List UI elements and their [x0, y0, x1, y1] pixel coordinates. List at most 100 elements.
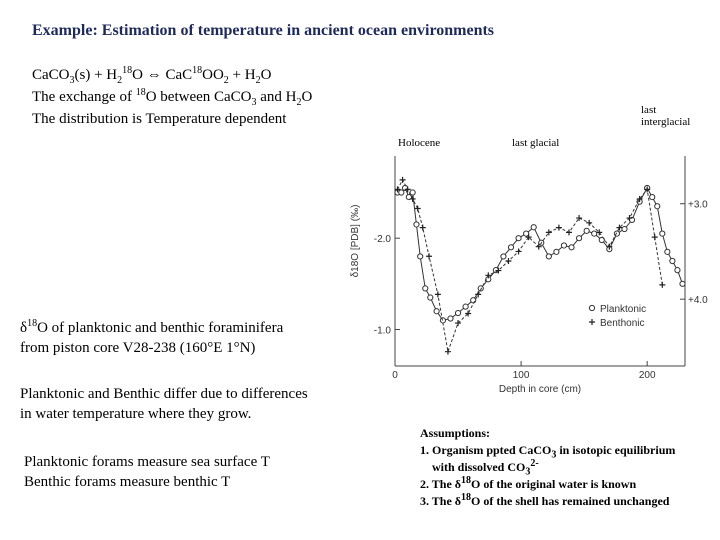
distribution-line: The distribution is Temperature dependen…	[32, 111, 287, 127]
planktonic-point	[669, 257, 676, 265]
planktonic-point	[545, 253, 552, 260]
exchange-part: O between CaCO	[145, 89, 252, 105]
planktonic-point	[523, 230, 530, 237]
legend-benthonic-marker	[589, 319, 595, 325]
assumption-3a: 3. The δ	[420, 494, 462, 508]
right-tick-label: +4.0	[688, 295, 708, 306]
planktonic-point	[462, 303, 469, 310]
forams-line1: Planktonic forams measure sea surface T	[24, 454, 270, 470]
assumption-1b: in isotopic equilibrium	[556, 443, 676, 457]
planktonic-point	[583, 227, 590, 234]
exchange-sup: 18	[135, 87, 146, 98]
planktonic-point	[507, 244, 515, 251]
assumptions-title: Assumptions:	[420, 426, 491, 440]
caption-line2: from piston core V28-238 (160°E 1°N)	[20, 340, 256, 356]
planktonic-point	[470, 297, 477, 304]
benthonic-point	[535, 243, 542, 250]
y-axis-label: δ18O [PDB] (‰)	[350, 205, 361, 278]
benthonic-point	[566, 229, 572, 236]
forams-text: Planktonic forams measure sea surface T …	[24, 452, 270, 492]
assumption-1: 1. Organism ppted CaCO3 in isotopic equi…	[420, 442, 676, 461]
assumption-2b: O of the original water is known	[471, 477, 637, 491]
equation-sub: 3	[69, 75, 75, 86]
assumption-1c: with dissolved CO	[432, 460, 526, 474]
benthonic-point	[586, 219, 593, 226]
planktonic-point	[422, 285, 429, 292]
equation-part: CaCO	[32, 67, 70, 83]
benthonic-point	[444, 348, 451, 355]
benthonic-point	[644, 186, 651, 193]
right-tick-label: +3.0	[688, 200, 708, 211]
x-tick-label: 0	[392, 370, 398, 381]
left-tick-label: -1.0	[374, 325, 392, 336]
benthonic-point	[495, 267, 502, 274]
planktonic-point	[398, 189, 405, 196]
benthonic-point	[576, 215, 583, 222]
exchange-part: and H	[256, 89, 297, 105]
equation-part: (s) + H	[74, 67, 118, 83]
holocene-label: Holocene	[398, 137, 441, 149]
assumption-1a: 1. Organism ppted CaCO	[420, 443, 552, 457]
equation-sup: 18	[122, 65, 133, 76]
x-axis-label: Depth in core (cm)	[499, 384, 581, 395]
benthonic-point	[555, 224, 562, 231]
last-interglacial-line2: interglacial	[641, 116, 691, 128]
planktonic-point	[664, 248, 671, 255]
planktonic-point	[679, 280, 686, 287]
assumption-1-cont: with dissolved CO32-	[420, 459, 675, 477]
planktonic-point	[621, 225, 628, 233]
caption-sup: 18	[27, 318, 38, 329]
planktonic-point	[553, 248, 560, 255]
benthonic-point	[545, 229, 552, 236]
planktonic-point	[454, 309, 462, 317]
caption-line1: O of planktonic and benthic foraminifera	[37, 320, 284, 336]
benthonic-point	[515, 248, 522, 255]
planktonic-point	[598, 236, 605, 244]
equation: CaCO3(s) + H218O ⇔ CaC18OO2 + H2O	[32, 65, 272, 86]
exchange-part: O	[301, 89, 313, 105]
planktonic-point	[427, 294, 434, 301]
left-tick-label: -2.0	[374, 234, 392, 245]
exchange-sub: 2	[296, 97, 302, 108]
assumption-3b: O of the shell has remained unchanged	[471, 494, 670, 508]
planktonic-point	[447, 315, 454, 322]
planktonic-point	[530, 224, 537, 231]
last-interglacial-line1: last	[641, 104, 657, 116]
last-interglacial-label: last interglacial	[641, 104, 690, 128]
benthonic-point	[626, 215, 633, 222]
equation-part: + H	[228, 67, 256, 83]
equation-sup: 18	[192, 65, 203, 76]
planktonic-point	[560, 242, 568, 249]
x-tick-label: 100	[513, 370, 530, 381]
planktonic-point	[674, 267, 681, 274]
benthonic-point	[404, 186, 411, 193]
planktonic-point	[575, 235, 583, 242]
assumption-2: 2. The δ18O of the original water is kno…	[420, 476, 675, 493]
planktonic-point	[654, 203, 661, 210]
benthonic-point	[419, 224, 426, 231]
slide-title: Example: Estimation of temperature in an…	[32, 22, 495, 39]
equation-part: O ⇔ CaC	[132, 67, 193, 83]
benthonic-point	[606, 243, 613, 250]
equation-part: OO	[202, 67, 224, 83]
equation-part: O	[260, 67, 272, 83]
benthonic-point	[409, 195, 416, 202]
benthonic-point	[525, 234, 532, 241]
planktonic-point	[613, 230, 621, 237]
differ-line1: Planktonic and Benthic differ due to dif…	[20, 386, 308, 402]
planktonic-point	[591, 230, 598, 237]
assumption-3: 3. The δ18O of the shell has remained un…	[420, 493, 675, 510]
benthonic-point	[394, 186, 401, 193]
equation-sub: 2	[255, 75, 261, 86]
assumption-1-sub: 3	[551, 449, 557, 461]
planktonic-point	[409, 189, 416, 196]
benthonic-point	[399, 176, 406, 183]
d18o-chart: -2.0 -1.0 +3.0 +4.0 0 100 200 Depth in core (cm…	[350, 156, 708, 395]
legend-planktonic-label: Planktonic	[600, 304, 646, 315]
benthonic-point	[455, 320, 462, 327]
last-glacial-label: last glacial	[512, 137, 560, 149]
benthonic-point	[651, 234, 658, 241]
equation-sub: 2	[117, 75, 123, 86]
forams-line2: Benthic forams measure benthic T	[24, 474, 231, 490]
benthonic-point	[414, 205, 421, 212]
